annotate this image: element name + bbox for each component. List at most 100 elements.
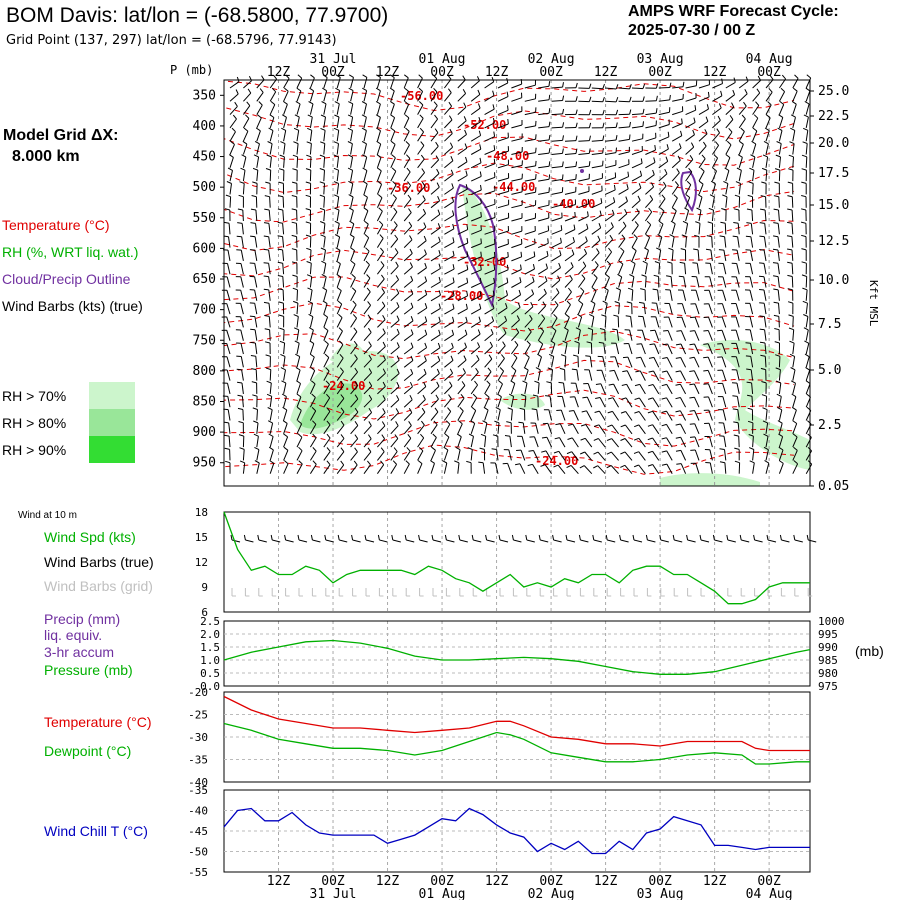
wind-barb-flag <box>250 328 256 331</box>
height-tick-label: 25.0 <box>818 84 849 99</box>
wind-barb-flag <box>696 207 702 211</box>
wind-barb-flag <box>697 194 703 198</box>
wind-barb-flag <box>546 250 549 256</box>
wind-barb-flag <box>396 328 400 334</box>
wind-barb <box>564 204 576 209</box>
pressure-tick-label: 750 <box>193 333 216 348</box>
wind-barb <box>511 294 521 302</box>
wind-barb-10m <box>325 539 334 543</box>
wind-barb <box>457 346 467 355</box>
wind-barb <box>545 450 553 461</box>
wind-barb <box>283 356 286 368</box>
wind-barb-flag <box>281 380 287 384</box>
wind-barb <box>591 239 601 248</box>
wind-barb-flag <box>451 183 454 189</box>
wind-barb-flag <box>513 353 518 359</box>
wind-barb <box>417 172 425 182</box>
wind-barb <box>652 424 660 435</box>
wind-barb-10m-flag <box>538 534 541 541</box>
wind-barb-flag <box>421 181 426 187</box>
wind-barb <box>336 330 343 341</box>
wind-barb <box>685 184 692 195</box>
wind-barb <box>559 423 566 435</box>
wind-barb-flag <box>420 141 425 146</box>
wind-barb-flag <box>460 393 465 399</box>
wind-barb <box>658 111 670 116</box>
wind-barb <box>805 103 810 115</box>
wind-barb-flag <box>773 275 779 278</box>
wind-barb <box>658 136 670 142</box>
wind-barb <box>629 329 633 341</box>
wind-barb-flag <box>297 406 302 411</box>
wind-barb-flag <box>606 465 612 469</box>
wind-barb <box>564 304 571 315</box>
wind-barb-flag <box>608 247 612 253</box>
wind-barb <box>792 316 794 328</box>
wind-barb <box>738 436 740 448</box>
wind-barb <box>363 385 373 395</box>
wind-barb-flag <box>732 89 736 95</box>
wind-barb <box>645 149 656 155</box>
wind-barb <box>242 105 251 115</box>
wind-barb <box>226 303 231 315</box>
wind-barb <box>694 410 700 421</box>
wind-barb-flag <box>354 434 359 439</box>
wind-barb <box>551 304 559 315</box>
wind-barb <box>574 396 579 408</box>
wind-barb <box>363 412 372 421</box>
wind-barb-flag <box>396 302 400 308</box>
wind-barb <box>226 369 231 381</box>
wind-barb-flag <box>560 225 563 231</box>
wind-barb-flag <box>478 116 481 122</box>
wind-barb-flag <box>588 148 591 154</box>
wind-barb-10m-flag <box>404 534 407 541</box>
wind-barb <box>601 370 606 381</box>
wind-barb <box>283 369 286 381</box>
pressure-unit: (mb) <box>855 643 884 659</box>
wind-barb-flag <box>600 198 603 204</box>
wind-barb-flag <box>278 314 284 317</box>
wind-barb <box>363 277 371 288</box>
wind-barb <box>268 236 271 248</box>
wind-barb <box>778 104 785 115</box>
wind-barb-flag <box>265 354 271 357</box>
wind-barb <box>430 347 441 355</box>
temperature-contour <box>223 389 795 420</box>
wind-barb <box>725 183 729 195</box>
wind-barb <box>652 384 660 395</box>
wind-barb-flag <box>294 327 299 331</box>
wind-barb <box>564 253 575 262</box>
wind-barb <box>229 196 232 208</box>
wind-barb-flag <box>394 434 399 439</box>
wind-barb-10m <box>486 539 495 543</box>
wind-barb-10m-flag <box>257 534 260 541</box>
wind-barb <box>417 145 425 155</box>
wind-barb-flag <box>530 301 534 307</box>
wind-barb-flag <box>567 437 573 440</box>
wind-barb-flag <box>348 74 354 78</box>
wind-barb-flag <box>365 260 370 266</box>
wind-barb <box>680 343 687 355</box>
wind-barb <box>296 463 303 474</box>
wind-barb <box>751 396 754 408</box>
wind-barb <box>722 290 727 301</box>
wind-barb <box>578 265 587 275</box>
wind-barb <box>645 186 654 195</box>
wind-barb <box>497 82 509 89</box>
wind-barb-flag <box>494 420 500 424</box>
wind-barb <box>551 126 563 129</box>
wind-barb <box>538 178 550 182</box>
wind-barb <box>615 343 620 355</box>
wind-barb <box>538 139 550 142</box>
wind-barb <box>268 289 271 301</box>
wind-barb <box>658 173 668 182</box>
wind-barb-flag <box>334 220 340 224</box>
wind-barb <box>721 316 727 328</box>
wind-barb-flag <box>436 368 440 374</box>
wind-barb-10m-flag <box>739 534 742 541</box>
date-label-bottom: 04 Aug <box>746 887 793 900</box>
wind-barb-flag <box>661 437 667 440</box>
rh80-label: RH > 80% <box>2 415 67 431</box>
wind-barb-flag <box>293 141 299 145</box>
wind-barb <box>484 136 495 142</box>
